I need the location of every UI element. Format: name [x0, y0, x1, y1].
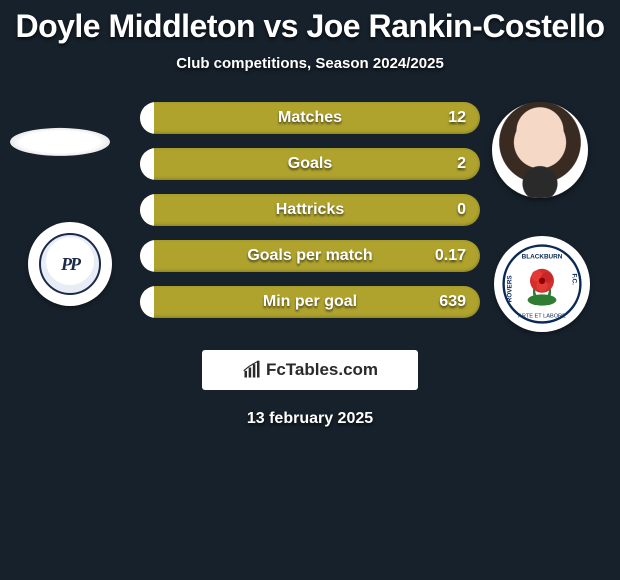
svg-text:F.C.: F.C.: [570, 274, 577, 286]
comparison-panel: PP BLACKBURN ARTE ET LABORE ROVERS F.C. …: [0, 102, 620, 342]
svg-text:ARTE ET LABORE: ARTE ET LABORE: [518, 314, 566, 320]
stat-row: Min per goal 639: [140, 286, 480, 318]
club-badge-right: BLACKBURN ARTE ET LABORE ROVERS F.C.: [494, 236, 590, 332]
date-text: 13 february 2025: [0, 410, 620, 428]
stat-label: Min per goal: [140, 293, 480, 311]
player-right-avatar: [492, 102, 588, 198]
club-badge-left-text: PP: [39, 233, 101, 295]
player-right-name: Joe Rankin-Costello: [306, 8, 604, 44]
stat-value: 12: [448, 109, 466, 127]
svg-text:ROVERS: ROVERS: [507, 275, 514, 303]
vs-word: vs: [263, 8, 298, 44]
stat-value: 639: [439, 293, 466, 311]
player-left-name: Doyle Middleton: [15, 8, 255, 44]
page-title: Doyle Middleton vs Joe Rankin-Costello: [0, 0, 620, 45]
stat-bars: Matches 12 Goals 2 Hattricks 0 Goals per…: [140, 102, 480, 332]
rose-icon: BLACKBURN ARTE ET LABORE ROVERS F.C.: [502, 244, 582, 324]
bars-icon: [242, 360, 262, 380]
stat-row: Hattricks 0: [140, 194, 480, 226]
brand-badge: FcTables.com: [202, 350, 418, 390]
stat-label: Hattricks: [140, 201, 480, 219]
stat-label: Matches: [140, 109, 480, 127]
stat-value: 0.17: [435, 247, 466, 265]
stat-row: Goals 2: [140, 148, 480, 180]
club-badge-left: PP: [28, 222, 112, 306]
stat-row: Goals per match 0.17: [140, 240, 480, 272]
stat-value: 2: [457, 155, 466, 173]
subtitle: Club competitions, Season 2024/2025: [0, 55, 620, 72]
stat-label: Goals per match: [140, 247, 480, 265]
stat-label: Goals: [140, 155, 480, 173]
player-left-avatar: [10, 128, 110, 156]
svg-text:BLACKBURN: BLACKBURN: [522, 253, 563, 260]
stat-value: 0: [457, 201, 466, 219]
stat-row: Matches 12: [140, 102, 480, 134]
brand-text: FcTables.com: [266, 360, 378, 380]
